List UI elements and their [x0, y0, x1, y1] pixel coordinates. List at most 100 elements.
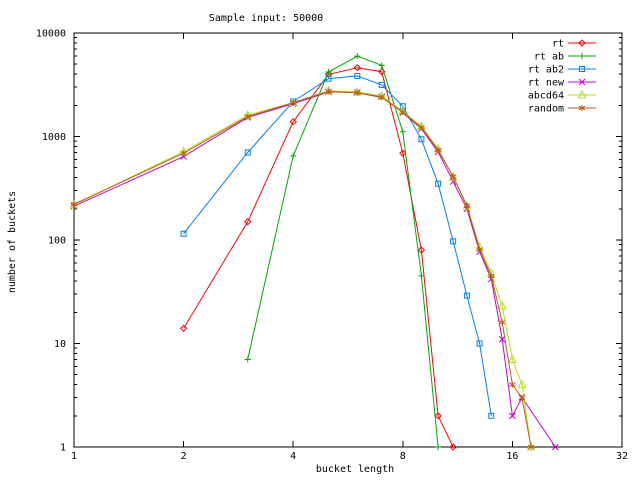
data-point [354, 89, 361, 96]
data-point [434, 147, 442, 154]
legend-item-rt-ab2: rt ab2 [528, 65, 596, 76]
series-random [70, 88, 535, 450]
y-tick-label: 10000 [36, 29, 66, 40]
data-point [289, 117, 297, 126]
data-point [417, 246, 426, 254]
data-point [377, 67, 386, 76]
data-point [69, 199, 79, 209]
series-line-rt-new [73, 91, 556, 448]
data-point [418, 272, 425, 279]
series-line-random [73, 90, 532, 448]
legend-label-rt-ab: rt ab [534, 52, 564, 63]
legend-label-rt-new: rt new [528, 78, 565, 89]
plot-area: 1 2 4 8 16 32 1 10 100 1000 10000 rt rt ab rt ab2 rt n… [36, 29, 628, 463]
data-point [578, 78, 586, 86]
data-point [463, 292, 470, 299]
legend-item-rt: rt [552, 39, 596, 50]
x-tick-label: 4 [290, 451, 296, 462]
data-point [579, 53, 585, 59]
data-point [578, 39, 586, 47]
legend-label-abcd64: abcd64 [528, 91, 564, 102]
y-tick-label: 1 [60, 443, 66, 454]
legend-label-rt: rt [552, 39, 564, 50]
data-point [290, 152, 297, 159]
legend-item-abcd64: abcd64 [528, 89, 596, 102]
data-point [399, 128, 406, 135]
data-point [450, 238, 457, 245]
data-point [577, 89, 587, 99]
series-line-rt [183, 67, 454, 448]
x-tick-label: 2 [181, 451, 187, 462]
y-tick-label: 100 [48, 236, 66, 247]
data-point [353, 64, 362, 72]
data-point [354, 53, 361, 60]
data-point [378, 94, 385, 101]
data-point [418, 136, 425, 143]
data-point [325, 68, 332, 75]
x-tick-label: 1 [71, 451, 77, 462]
data-point [462, 201, 472, 210]
data-point [449, 173, 457, 180]
data-point [579, 66, 585, 72]
data-point [448, 172, 458, 181]
data-point [476, 246, 483, 253]
series-line-abcd64 [73, 90, 532, 448]
series-line-rt-ab [247, 55, 439, 448]
legend-item-rt-ab: rt ab [534, 52, 596, 63]
x-tick-label: 16 [506, 451, 518, 462]
data-point [244, 218, 252, 226]
data-point [180, 230, 187, 237]
axes [73, 32, 623, 448]
legend-label-rt-ab2: rt ab2 [528, 65, 564, 76]
data-point [435, 180, 442, 187]
data-point [325, 75, 332, 82]
data-point [449, 443, 457, 451]
data-point [354, 72, 361, 79]
data-point [378, 81, 385, 88]
data-point [488, 272, 495, 279]
series-rt-ab [244, 53, 442, 450]
y-tick-label: 1000 [42, 132, 66, 143]
data-point [289, 99, 297, 106]
series-abcd64 [69, 85, 536, 451]
data-point [463, 202, 471, 209]
data-point [435, 444, 442, 450]
data-point [517, 379, 527, 389]
x-tick-label: 8 [400, 451, 406, 462]
data-point [527, 444, 535, 450]
x-tick-label: 32 [616, 451, 628, 462]
chart-title: Sample input: 50000 [209, 13, 323, 24]
data-point [509, 381, 516, 388]
data-point [508, 354, 517, 364]
legend-item-rt-new: rt new [528, 78, 596, 89]
series-rt-new [70, 88, 559, 451]
data-point [434, 412, 442, 420]
data-point [418, 124, 425, 131]
data-point [399, 109, 407, 116]
data-point [518, 394, 526, 401]
data-point [399, 103, 406, 110]
data-point [244, 149, 251, 156]
x-axis-label: bucket length [316, 464, 394, 475]
data-point [498, 319, 506, 326]
y-tick-label: 10 [54, 339, 66, 350]
data-point [244, 113, 251, 120]
data-point [578, 105, 586, 111]
legend-item-random: random [528, 104, 596, 115]
data-point [179, 324, 188, 333]
data-point [244, 356, 251, 363]
data-point [488, 412, 495, 419]
series-rt-ab2 [180, 72, 495, 419]
y-axis-label: number of buckets [7, 191, 18, 293]
data-point [552, 443, 559, 451]
data-point [476, 340, 483, 347]
legend-label-random: random [528, 104, 564, 115]
data-point [70, 201, 78, 208]
data-point [325, 88, 332, 95]
data-point [378, 62, 385, 69]
legend: rt rt ab rt ab2 rt new abcd64 random [528, 39, 596, 115]
data-point [180, 150, 187, 157]
data-point [509, 412, 516, 420]
